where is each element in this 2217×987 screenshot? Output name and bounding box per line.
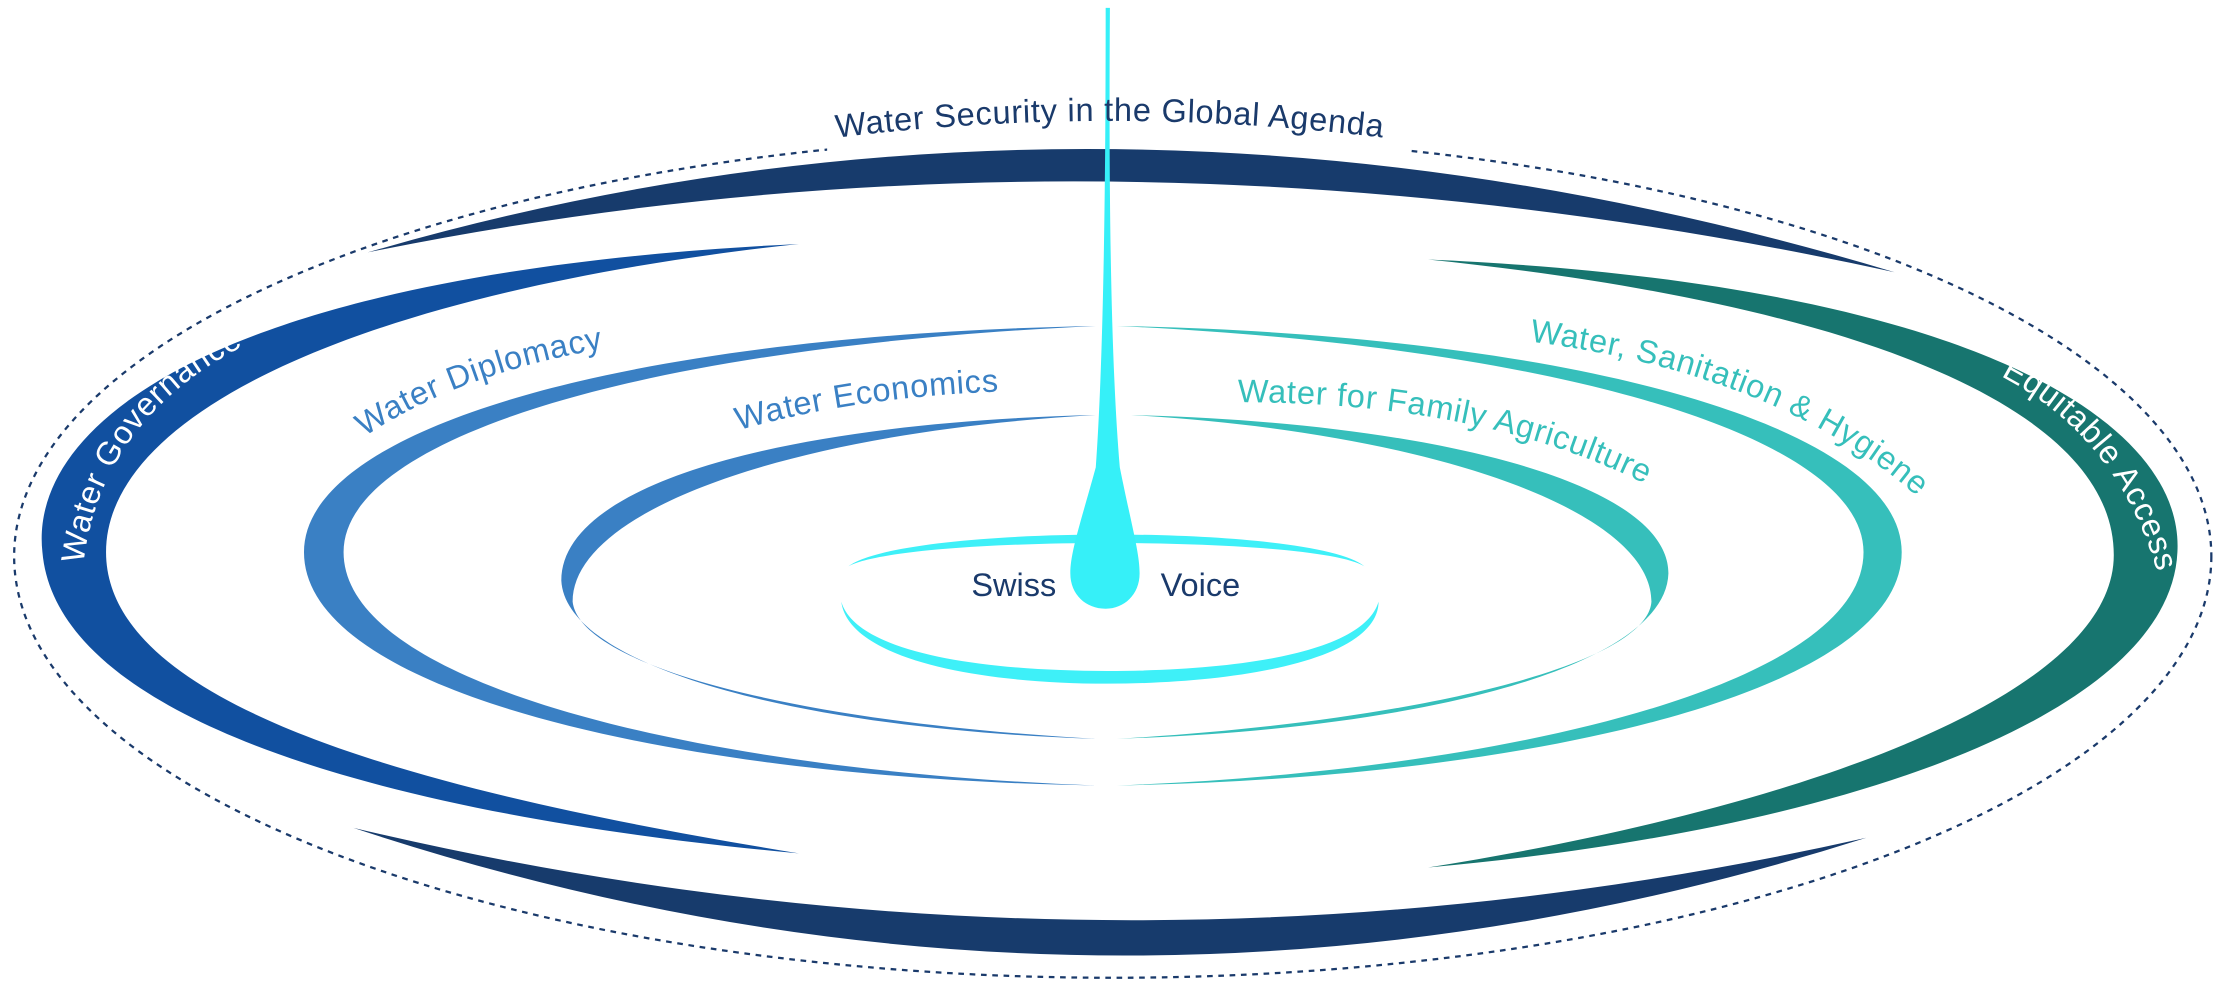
equitable-arc — [1428, 259, 2178, 867]
agenda-arc-bottom — [353, 828, 1866, 956]
diagram: Water Security in the Global Agenda Wate… — [0, 0, 2217, 987]
center-left: Swiss — [971, 567, 1056, 603]
governance-arc — [42, 244, 799, 853]
agenda-arc-top — [368, 149, 1895, 272]
ripple-bottom — [841, 602, 1378, 684]
center-right: Voice — [1161, 567, 1241, 603]
page: {"title": "Water Security in the Global … — [0, 0, 2217, 987]
